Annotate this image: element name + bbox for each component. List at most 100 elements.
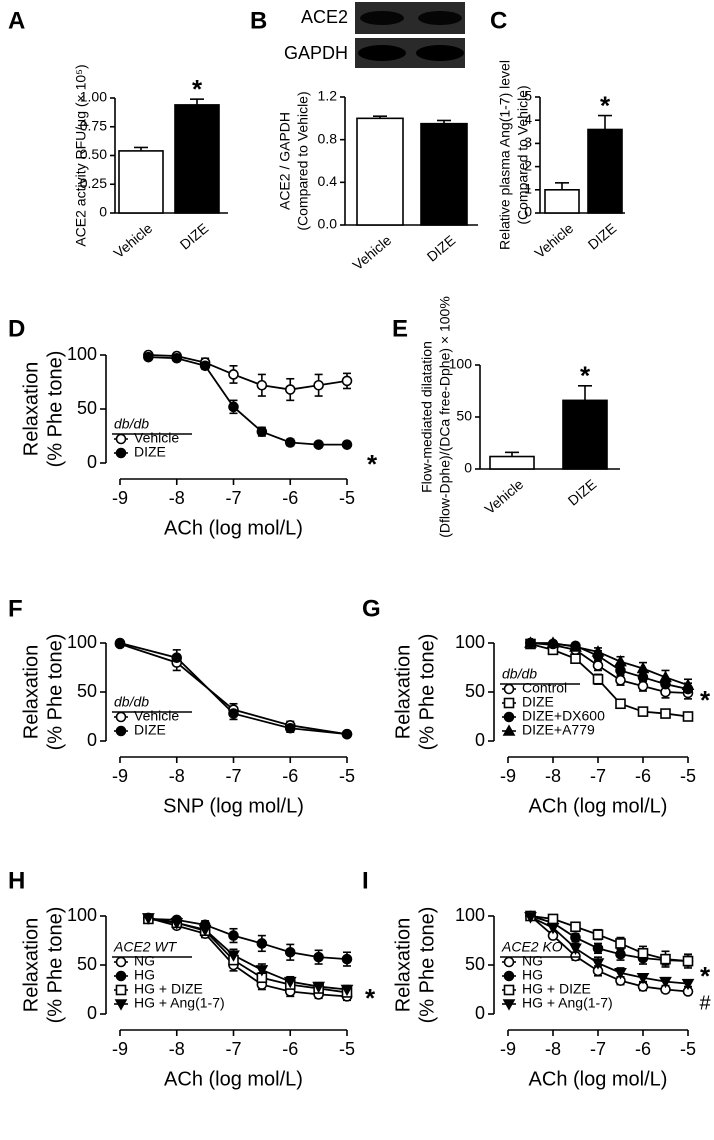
y-tick-label: 0 — [475, 730, 485, 750]
annotation: * — [580, 361, 591, 391]
y-axis-label: (Compared to Vehicle) — [295, 91, 311, 230]
marker — [615, 948, 626, 960]
marker — [284, 437, 296, 448]
x-tick-label: -9 — [112, 1039, 128, 1059]
blot-band — [418, 11, 462, 25]
x-tick-label: Vehicle — [531, 220, 576, 261]
marker — [284, 722, 296, 734]
legend-label: HG + Ang(1-7) — [134, 995, 225, 1011]
x-tick-label: -8 — [545, 1039, 561, 1059]
marker — [341, 953, 353, 965]
legend-marker — [114, 999, 128, 1011]
y-tick-label: 0 — [87, 452, 97, 472]
x-tick-label: -7 — [590, 766, 606, 786]
marker — [142, 913, 155, 925]
marker — [569, 640, 582, 652]
y-axis-label: (% Phe tone) — [416, 634, 438, 751]
legend-label: HG + Ang(1-7) — [522, 995, 613, 1011]
x-axis-label: ACh (log mol/L) — [164, 1068, 303, 1090]
y-tick-label: 100 — [67, 905, 97, 925]
y-tick-label: 0.8 — [318, 130, 338, 146]
y-tick-label: 0.25 — [80, 175, 107, 191]
marker — [256, 379, 268, 391]
bar — [489, 455, 535, 470]
y-tick-label: 0 — [524, 204, 532, 220]
y-tick-label: 50 — [456, 408, 472, 424]
legend-marker — [503, 697, 515, 709]
bar — [587, 128, 623, 214]
legend-label: Control — [522, 680, 567, 696]
legend-title: db/db — [502, 666, 537, 682]
legend-marker — [115, 970, 127, 982]
blot-label: GAPDH — [284, 43, 348, 63]
marker — [637, 680, 649, 692]
marker — [228, 930, 239, 941]
legend-marker — [503, 711, 515, 723]
marker — [546, 922, 560, 935]
panel-letter: A — [8, 7, 25, 34]
panel-letter: I — [362, 867, 369, 894]
y-tick-label: 3 — [524, 134, 532, 150]
marker — [615, 665, 626, 676]
blot-band — [358, 45, 406, 61]
legend-marker — [115, 447, 127, 459]
annotation: * — [700, 685, 711, 715]
marker — [283, 976, 297, 989]
x-tick-label: -9 — [112, 766, 128, 786]
marker — [682, 711, 694, 722]
x-tick-label: -6 — [282, 488, 298, 508]
marker — [660, 953, 671, 965]
legend-marker — [502, 724, 516, 736]
panel-letter: C — [490, 7, 507, 34]
marker — [547, 913, 559, 925]
annotation: # — [699, 992, 711, 1014]
legend-marker — [115, 984, 127, 996]
y-tick-label: 0 — [87, 1003, 97, 1023]
legend-marker — [115, 711, 127, 723]
y-tick-label: 100 — [449, 356, 473, 372]
panel-letter: D — [8, 315, 25, 342]
x-tick-label: -9 — [500, 1039, 516, 1059]
legend-label: NG — [134, 953, 155, 969]
legend-label: DIZE+DX600 — [522, 708, 605, 724]
x-tick-label: -5 — [680, 1039, 696, 1059]
legend-marker — [503, 956, 515, 968]
marker — [341, 375, 353, 387]
x-tick-label: Vehicle — [349, 232, 394, 273]
x-tick-label: -6 — [282, 766, 298, 786]
marker — [255, 965, 269, 977]
x-tick-label: -5 — [339, 1039, 355, 1059]
x-tick-label: -8 — [169, 766, 185, 786]
x-tick-label: DIZE — [565, 476, 600, 509]
y-axis-label: (Compared to Vehicle) — [515, 85, 531, 224]
annotation: * — [367, 449, 378, 479]
x-tick-label: -8 — [545, 766, 561, 786]
marker — [569, 943, 582, 955]
y-tick-label: 50 — [465, 954, 485, 974]
marker — [681, 978, 695, 991]
legend-label: HG + DIZE — [134, 981, 203, 997]
marker — [592, 943, 604, 954]
legend-label: DIZE — [134, 444, 166, 460]
y-tick-label: 100 — [455, 632, 485, 652]
marker — [614, 968, 627, 980]
marker — [170, 918, 184, 930]
marker — [312, 981, 325, 994]
legend-label: Vehicle — [134, 430, 179, 446]
x-tick-label: -6 — [635, 766, 651, 786]
western-blot: ACE2 GAPDH — [284, 2, 465, 68]
y-tick-label: 0.0 — [318, 216, 338, 232]
legend-marker — [503, 970, 515, 982]
bar — [356, 117, 404, 226]
marker — [546, 636, 560, 648]
marker — [341, 439, 353, 450]
x-axis-label: ACh (log mol/L) — [529, 1068, 668, 1090]
annotation: * — [365, 983, 376, 1013]
x-tick-label: -8 — [169, 1039, 185, 1059]
x-tick-label: -6 — [635, 1039, 651, 1059]
bar — [174, 104, 220, 214]
marker — [660, 708, 671, 719]
marker — [570, 921, 581, 933]
annotation: * — [700, 961, 711, 991]
